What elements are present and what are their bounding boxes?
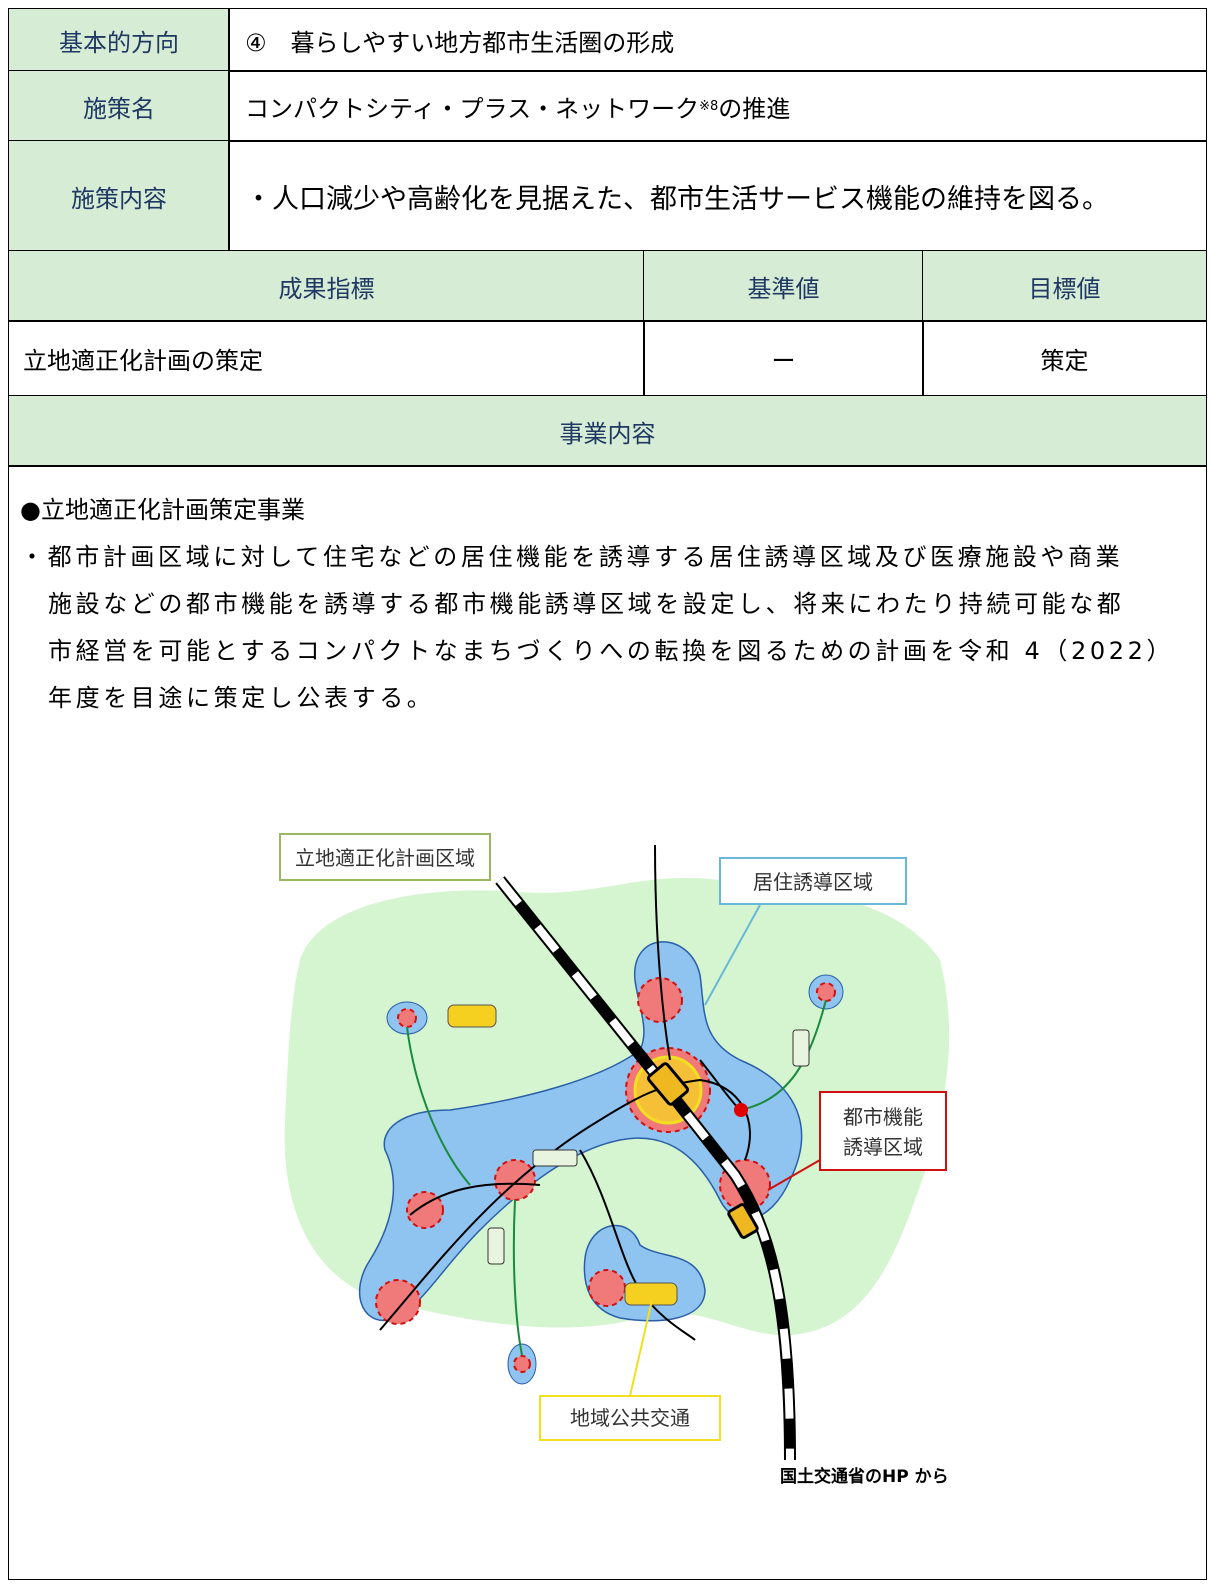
hub — [588, 1269, 626, 1307]
hub — [816, 982, 836, 1002]
label: 誘導区域 — [843, 1135, 923, 1159]
row-value: ④ 暮らしやすい地方都市生活圏の形成 — [228, 8, 1207, 72]
label-box — [819, 1091, 947, 1171]
hub — [494, 1159, 536, 1201]
label: 地域公共交通 — [570, 1406, 690, 1430]
policy-name: コンパクトシティ・プラス・ネットワーク — [245, 94, 700, 123]
content-line: 市経営を可能とするコンパクトなまちづくりへの転換を図るための計画を令和 4（20… — [48, 637, 1175, 665]
row-label: 基本的方向 — [8, 8, 230, 72]
content-heading: ●立地適正化計画策定事業 — [20, 496, 305, 524]
row-label: 施策名 — [8, 70, 230, 142]
label: 立地適正化計画区域 — [295, 846, 475, 870]
railway — [496, 877, 794, 1461]
content-cell — [8, 465, 1207, 1580]
label: 都市機能 — [843, 1105, 923, 1129]
indicator-cell: 立地適正化計画の策定 — [8, 320, 645, 397]
section-header: 事業内容 — [8, 395, 1207, 467]
leader-line — [629, 1299, 653, 1397]
bus — [792, 1029, 810, 1067]
content-line: 施設などの都市機能を誘導する都市機能誘導区域を設定し、将来にわたり持続可能な都 — [48, 590, 1125, 618]
content-line: ・都市計画区域に対して住宅などの居住機能を誘導する居住誘導区域及び医療施設や商業 — [20, 543, 1124, 571]
policy-suffix: の推進 — [718, 94, 791, 123]
leader-line — [704, 904, 761, 1006]
hub — [406, 1191, 444, 1229]
train — [727, 1203, 759, 1239]
taxi — [447, 1004, 497, 1028]
header-cell: 成果指標 — [8, 250, 645, 322]
header-cell: 目標値 — [922, 250, 1207, 322]
bus-routes — [406, 999, 827, 1356]
content-line: 年度を目途に策定し公表する。 — [48, 684, 435, 712]
label-box — [539, 1395, 721, 1441]
train — [646, 1062, 690, 1106]
hub — [397, 1008, 417, 1028]
label: 居住誘導区域 — [753, 870, 873, 894]
row-value: コンパクトシティ・プラス・ネットワーク ※8 の推進 — [228, 70, 1207, 142]
stop — [734, 1103, 748, 1117]
hub — [375, 1279, 421, 1325]
row-value: ・人口減少や高齢化を見据えた、都市生活サービス機能の維持を図る。 — [228, 140, 1207, 252]
hub — [513, 1355, 531, 1373]
label-box — [719, 857, 907, 905]
bus — [487, 1227, 505, 1265]
caption: 国土交通省のHP から — [780, 1466, 949, 1487]
leader-line — [767, 1159, 821, 1191]
note-mark: ※8 — [699, 98, 719, 114]
bus — [532, 1149, 578, 1167]
row-label: 施策内容 — [8, 140, 230, 252]
label-box — [279, 833, 491, 881]
